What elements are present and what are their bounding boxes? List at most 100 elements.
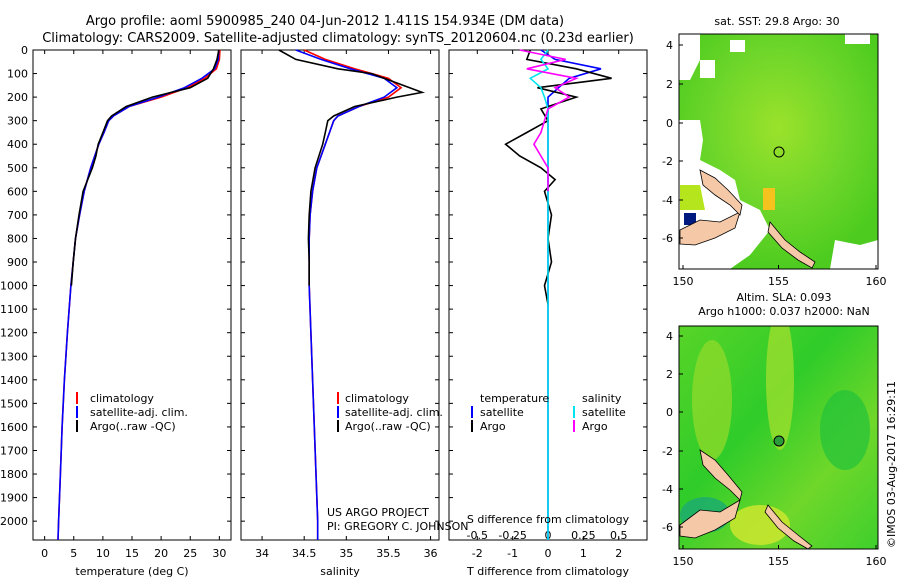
map-x-tick-label: 150	[673, 275, 694, 288]
title-line1: Argo profile: aoml 5900985_240 04-Jun-20…	[86, 14, 564, 29]
legend-t-sat: satellite	[480, 406, 524, 419]
temperature-frame	[32, 49, 232, 541]
map-y-tick-label: 4	[666, 39, 673, 52]
difference-legend: temperature salinity satellite Argo sate…	[471, 392, 626, 433]
legend-satellite-s: satellite-adj. clim.	[345, 406, 443, 419]
map-x-tick-label: 150	[673, 555, 694, 568]
x-tick-label: -2	[472, 547, 483, 560]
credit-project: US ARGO PROJECT	[327, 506, 429, 519]
y-tick-label: 400	[7, 138, 28, 151]
y-tick-label: 1300	[0, 350, 28, 363]
series-satellite-adj-clim-	[295, 49, 399, 540]
y-tick-label: 600	[7, 185, 28, 198]
y-tick-label: 2000	[0, 515, 28, 528]
map-y-tick-label: -2	[662, 155, 673, 168]
map-y-tick-label: 2	[666, 368, 673, 381]
legend-argo: Argo(..raw -QC)	[90, 420, 176, 433]
sst-land-solomons	[767, 221, 816, 269]
map-y-tick-label: -4	[662, 483, 673, 496]
x-tick-label: 25	[183, 547, 197, 560]
y-tick-label: 300	[7, 115, 28, 128]
sla-land-png	[679, 499, 741, 539]
sst-map: sat. SST: 29.8 Argo: 30 150 155 160 4 2 0 -2 -4…	[662, 15, 886, 288]
title-line2: Climatology: CARS2009. Satellite-adjuste…	[42, 31, 634, 46]
x-tick-label: 34.5	[292, 547, 317, 560]
y-tick-label: 1200	[0, 327, 28, 340]
sla-land-solomons	[764, 504, 813, 549]
series-argo-raw-qc-	[278, 49, 426, 286]
x-tick-label: 2	[615, 547, 622, 560]
salinity-frame	[240, 49, 440, 541]
temperature-legend: climatology satellite-adj. clim. Argo(..…	[76, 392, 188, 433]
temperature-xlabel: temperature (deg C)	[75, 565, 188, 578]
legend-s-argo: Argo	[582, 420, 608, 433]
sla-map: Altim. SLA: 0.093 Argo h1000: 0.037 h200…	[662, 291, 886, 568]
credit-pi: PI: GREGORY C. JOHNSON	[327, 520, 468, 533]
series-climatology	[303, 49, 403, 540]
y-tick-label: 1400	[0, 374, 28, 387]
y-tick-label: 1000	[0, 280, 28, 293]
difference-panel: -2 -1 0 1 2-0.5 -0.25 0 0.25 0.5 S difference fr…	[448, 49, 648, 578]
y-tick-label: 1100	[0, 303, 28, 316]
x-tick-label: 0	[41, 547, 48, 560]
y-tick-label: 1800	[0, 468, 28, 481]
sst-warm-patch	[763, 188, 775, 210]
legend-s-title: salinity	[582, 392, 622, 405]
y-tick-label: 900	[7, 256, 28, 269]
salinity-panel: 34 34.5 35 35.5 36 salinity climatology sate…	[240, 49, 468, 578]
salinity-xlabel: salinity	[320, 565, 360, 578]
s-tick-label: -0.25	[498, 529, 526, 542]
legend-climatology-s: climatology	[345, 392, 409, 405]
legend-t-argo: Argo	[480, 420, 506, 433]
sst-cold-patch	[684, 213, 696, 225]
s-tick-label: 0.25	[571, 529, 596, 542]
y-tick-label: 700	[7, 209, 28, 222]
legend-argo-s: Argo(..raw -QC)	[345, 420, 431, 433]
salinity-legend: climatology satellite-adj. clim. Argo(..…	[337, 392, 443, 433]
argo-position-marker-sla	[773, 435, 785, 447]
map-x-tick-label: 155	[768, 275, 789, 288]
series-climatology	[57, 49, 221, 541]
x-tick-label: 20	[154, 547, 168, 560]
x-tick-label: 10	[96, 547, 110, 560]
x-tick-label: 15	[125, 547, 139, 560]
s-diff-xlabel: S difference from climatology	[467, 513, 630, 526]
y-tick-label: 800	[7, 232, 28, 245]
sla-map-title2: Argo h1000: 0.037 h2000: NaN	[698, 305, 870, 318]
x-tick-label: -1	[507, 547, 518, 560]
s-tick-label: 0.5	[610, 529, 628, 542]
legend-s-sat: satellite	[582, 406, 626, 419]
x-tick-label: 34	[255, 547, 269, 560]
x-tick-label: 36	[424, 547, 438, 560]
y-tick-label: 1900	[0, 492, 28, 505]
map-y-tick-label: 0	[666, 406, 673, 419]
y-tick-label: 500	[7, 162, 28, 175]
map-y-tick-label: 0	[666, 117, 673, 130]
x-tick-label: 0	[545, 547, 552, 560]
series-temperature-satellite	[540, 49, 602, 540]
map-x-tick-label: 155	[768, 555, 789, 568]
series-salinity-argo	[519, 49, 579, 192]
s-tick-label: -0.5	[467, 529, 488, 542]
y-tick-label: 200	[7, 91, 28, 104]
sst-land-png	[679, 211, 741, 246]
x-tick-label: 1	[580, 547, 587, 560]
sla-map-title1: Altim. SLA: 0.093	[736, 291, 831, 304]
y-tick-label: 0	[21, 44, 28, 57]
x-tick-label: 35	[339, 547, 353, 560]
map-y-tick-label: -2	[662, 445, 673, 458]
x-tick-label: 30	[212, 547, 226, 560]
y-tick-label: 100	[7, 68, 28, 81]
x-tick-label: 35.5	[376, 547, 401, 560]
y-tick-label: 1700	[0, 444, 28, 457]
map-y-tick-label: 2	[666, 78, 673, 91]
sst-missing	[679, 34, 770, 269]
legend-satellite: satellite-adj. clim.	[90, 406, 188, 419]
map-y-tick-label: -6	[662, 521, 673, 534]
y-tick-label: 1500	[0, 397, 28, 410]
y-tick-label: 1600	[0, 421, 28, 434]
temperature-panel: 0100200300400500600700800900100011001200…	[0, 44, 232, 578]
map-y-tick-label: -6	[662, 232, 673, 245]
map-x-tick-label: 160	[866, 555, 887, 568]
